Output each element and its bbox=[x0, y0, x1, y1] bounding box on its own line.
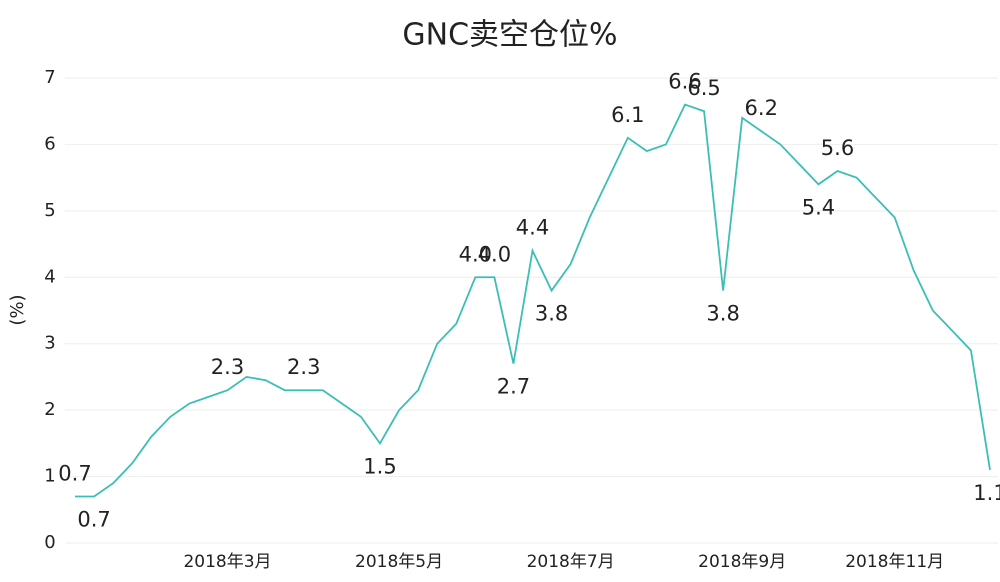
chart-title: GNC卖空仓位% bbox=[402, 18, 617, 53]
data-label: 0.7 bbox=[58, 462, 91, 486]
y-tick-label: 5 bbox=[44, 200, 55, 221]
data-label: 1.5 bbox=[363, 454, 396, 478]
data-label: 5.6 bbox=[821, 136, 854, 160]
x-tick-label: 2018年7月 bbox=[527, 552, 615, 572]
data-label: 1.1 bbox=[973, 481, 1000, 505]
data-label: 6.6 bbox=[668, 70, 701, 94]
y-tick-label: 2 bbox=[44, 399, 55, 420]
data-label: 3.8 bbox=[535, 302, 568, 326]
x-tick-label: 2018年9月 bbox=[698, 552, 786, 572]
data-label: 5.4 bbox=[802, 195, 835, 219]
y-tick-label: 0 bbox=[44, 532, 55, 553]
data-label: 0.7 bbox=[77, 508, 110, 532]
y-tick-label: 1 bbox=[44, 466, 55, 487]
y-tick-label: 6 bbox=[44, 133, 55, 154]
y-tick-label: 4 bbox=[44, 266, 55, 287]
data-label: 4.4 bbox=[516, 216, 549, 240]
y-axis-label: (%) bbox=[7, 294, 28, 325]
data-label: 4.0 bbox=[478, 242, 511, 266]
data-label: 6.1 bbox=[611, 103, 644, 127]
data-label: 2.3 bbox=[287, 355, 320, 379]
x-tick-label: 2018年5月 bbox=[355, 552, 443, 572]
data-label: 3.8 bbox=[706, 302, 739, 326]
y-tick-label: 3 bbox=[44, 333, 55, 354]
x-tick-label: 2018年3月 bbox=[183, 552, 271, 572]
line bbox=[75, 103, 991, 498]
data-label: 2.7 bbox=[497, 375, 530, 399]
data-label: 6.2 bbox=[745, 96, 778, 120]
data-label: 2.3 bbox=[211, 355, 244, 379]
y-tick-label: 7 bbox=[44, 67, 55, 88]
data-label: 6.5 bbox=[687, 76, 720, 100]
x-tick-label: 2018年11月 bbox=[845, 552, 944, 572]
data-label: 4.0 bbox=[459, 242, 492, 266]
